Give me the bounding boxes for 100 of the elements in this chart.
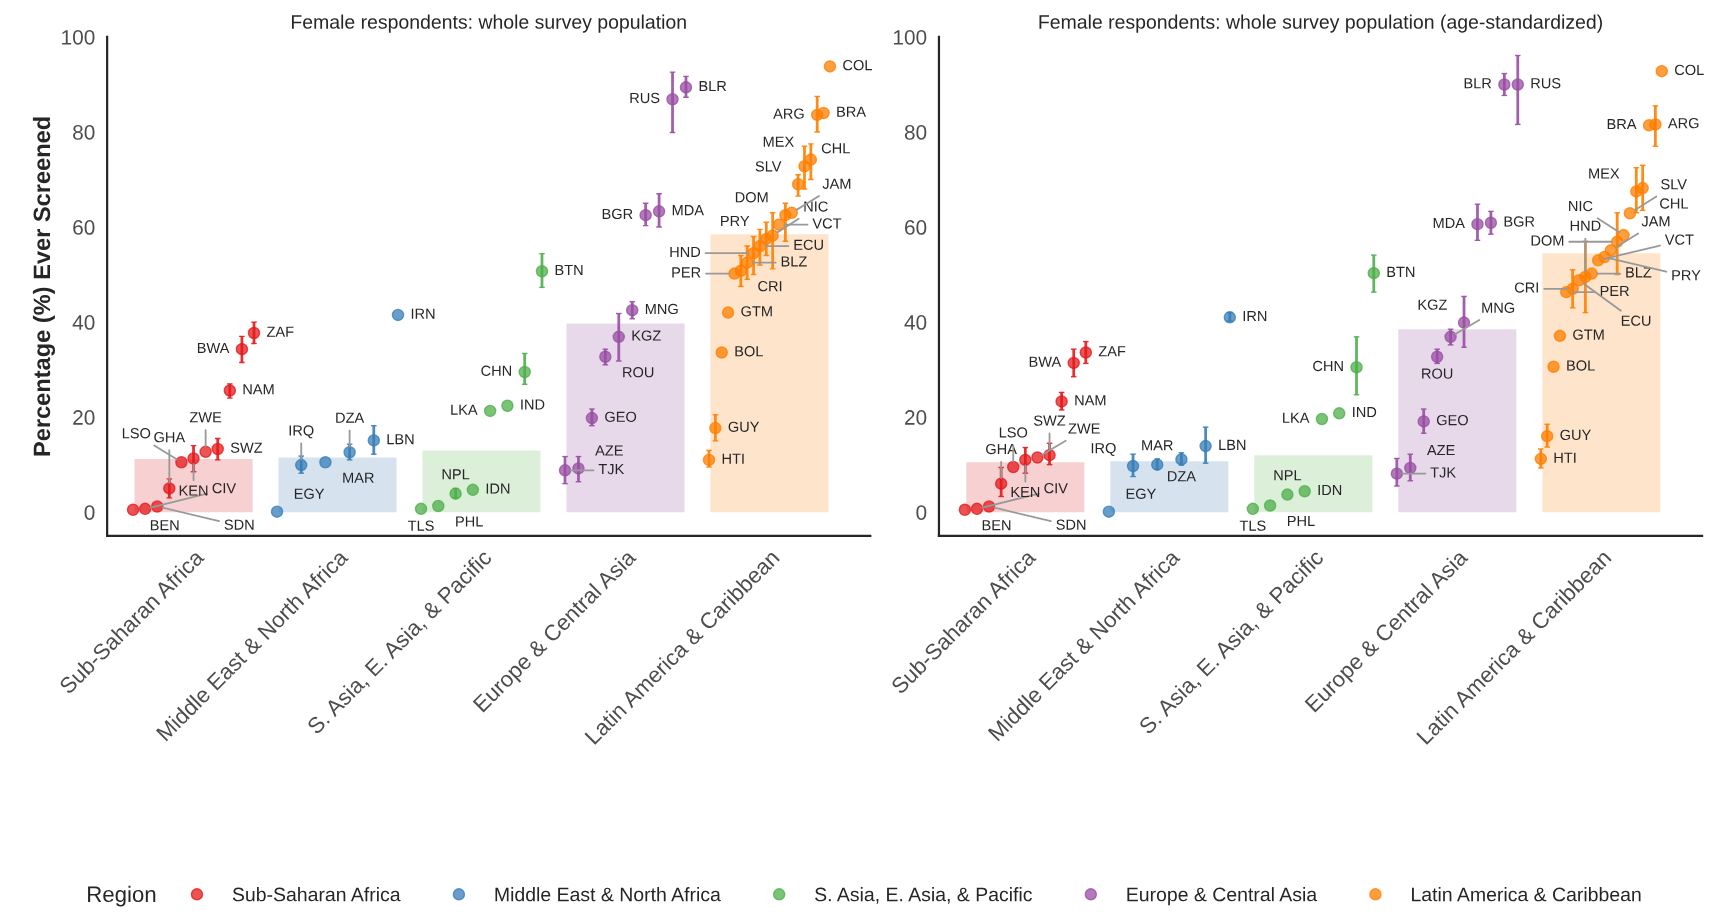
data-label: ARG <box>773 108 804 119</box>
data-label: BGR <box>1504 216 1535 227</box>
data-label: DOM <box>735 192 768 203</box>
data-label: LKA <box>1283 412 1310 423</box>
data-label: HTI <box>722 453 744 464</box>
data-label: IDN <box>1318 484 1342 496</box>
chart-title: Female respondents: whole survey population <box>291 14 686 33</box>
legend-label: S. Asia, E. Asia, & Pacific <box>815 887 1032 904</box>
data-label: ZAF <box>1098 346 1126 357</box>
data-label: KEN <box>179 485 208 496</box>
data-label: MEX <box>1589 168 1620 179</box>
data-label: RUS <box>630 92 660 104</box>
data-label: PHL <box>456 516 483 527</box>
data-label: ROU <box>623 367 654 378</box>
data-label: NAM <box>1075 395 1106 406</box>
data-label: ROU <box>1422 368 1453 379</box>
data-label: BWA <box>197 342 230 353</box>
data-label: BRA <box>837 106 867 117</box>
bar <box>710 234 829 513</box>
data-label: ARG <box>1667 117 1699 129</box>
data-label: TLS <box>1239 520 1266 531</box>
data-label: SLV <box>1661 179 1687 190</box>
legend-label: Europe & Central Asia <box>1127 887 1318 906</box>
data-label: ZAF <box>266 326 294 337</box>
data-label: TJK <box>598 464 625 475</box>
legend-label: Latin America & Caribbean <box>1412 887 1641 902</box>
data-label: KGZ <box>632 330 661 341</box>
data-label: DOM <box>1531 235 1564 246</box>
data-label: CRI <box>758 281 782 292</box>
data-label: PER <box>1600 285 1629 296</box>
data-label: GEO <box>605 411 637 422</box>
data-label: ECU <box>1621 315 1651 326</box>
y-tick-label: 60 <box>905 220 927 235</box>
data-label: CHN <box>481 365 512 376</box>
data-label: VCT <box>812 218 842 229</box>
data-label: BOL <box>735 346 763 357</box>
data-label: BOL <box>1567 360 1595 371</box>
y-tick-label: 0 <box>916 505 927 520</box>
data-label: SLV <box>755 161 782 172</box>
data-label: BRA <box>1607 119 1637 130</box>
data-label: CHN <box>1313 360 1343 372</box>
data-label: IND <box>1353 407 1377 418</box>
data-label: DZA <box>336 412 365 423</box>
data-label: SDN <box>1056 519 1086 530</box>
data-label: BLZ <box>781 256 807 267</box>
data-label: ZWE <box>1068 423 1100 434</box>
data-label: AZE <box>595 445 623 456</box>
data-label: TLS <box>407 520 434 531</box>
legend-label: Sub-Saharan Africa <box>232 887 401 902</box>
data-label: PHL <box>1287 515 1315 526</box>
y-tick-label: 20 <box>905 410 927 425</box>
data-label: IND <box>521 399 545 410</box>
y-tick-label: 100 <box>62 29 95 45</box>
data-label: CHL <box>821 143 850 154</box>
data-label: PRY <box>721 215 750 227</box>
data-label: GUY <box>728 421 760 432</box>
data-label: ZWE <box>189 412 222 423</box>
data-label: MDA <box>1433 217 1465 228</box>
y-tick-label: 40 <box>904 315 927 330</box>
data-label: AZE <box>1426 445 1455 456</box>
data-label: NAM <box>243 384 274 395</box>
data-label: NPL <box>1274 470 1302 481</box>
data-label: BTN <box>555 264 583 275</box>
data-label: BLR <box>699 81 727 92</box>
data-label: JAM <box>822 178 851 189</box>
data-label: GTM <box>741 306 772 317</box>
data-label: IRQ <box>1091 442 1116 456</box>
data-label: MNG <box>645 303 678 315</box>
data-label: IDN <box>486 483 510 494</box>
data-label: MNG <box>1482 302 1515 313</box>
y-tick-label: 80 <box>73 125 95 140</box>
y-tick-label: 40 <box>72 315 95 330</box>
data-label: CRI <box>1514 282 1538 293</box>
data-label: LSO <box>122 428 151 439</box>
data-label: SWZ <box>1033 415 1066 426</box>
data-label: CIV <box>1044 482 1068 494</box>
data-label: SWZ <box>230 442 263 453</box>
data-label: HND <box>1570 220 1601 231</box>
legend-title: Region <box>88 885 156 907</box>
data-label: COL <box>1675 64 1704 76</box>
bar <box>1110 461 1229 513</box>
data-label: BLZ <box>1626 267 1652 278</box>
bar <box>278 457 397 513</box>
y-tick-label: 20 <box>73 410 95 425</box>
data-label: ECU <box>794 239 823 250</box>
data-label: TJK <box>1430 467 1456 478</box>
data-label: NPL <box>442 469 470 480</box>
data-label: GHA <box>154 431 186 443</box>
data-label: CIV <box>212 482 237 494</box>
data-label: BEN <box>982 520 1011 531</box>
legend-label: Middle East & North Africa <box>495 887 721 902</box>
data-label: GEO <box>1436 414 1468 426</box>
data-label: COL <box>843 60 872 71</box>
data-label: MDA <box>672 205 704 216</box>
data-label: IRN <box>411 308 435 319</box>
data-label: IRQ <box>289 425 314 439</box>
data-label: VCT <box>1664 234 1694 245</box>
data-label: JAM <box>1641 216 1670 227</box>
y-tick-label: 80 <box>904 125 927 140</box>
bar <box>422 450 541 513</box>
